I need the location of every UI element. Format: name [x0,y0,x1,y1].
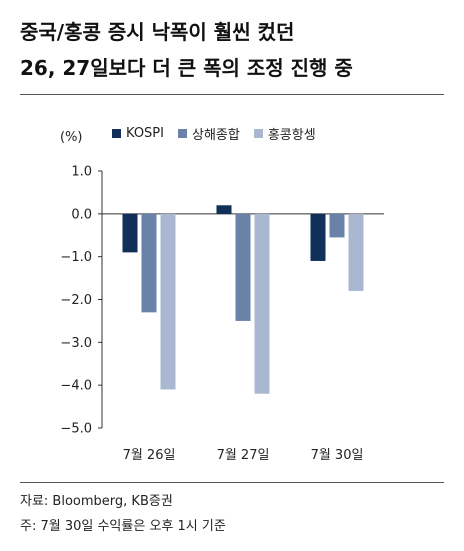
title-line-2: 26, 27일보다 더 큰 폭의 조정 진행 중 [20,56,353,80]
bar-shanghai-1 [141,213,157,313]
bar-chart: 1.0 0.0 −1.0 −2.0 −3.0 −4.0 −5.0 7월 26일 7월 27일 7월… [60,165,384,463]
x-category-label: 7월 30일 [311,448,364,463]
legend-swatch-hangseng [253,129,263,138]
footnote: 주: 7월 30일 수익률은 오후 1시 기준 [20,519,226,534]
chart-legend: KOSPI 상해종합 홍콩항셍 [112,124,316,143]
source-note: 자료: Bloomberg, KB증권 [20,494,173,509]
bar-shanghai-3 [329,213,345,238]
legend-label-hangseng: 홍콩항셍 [267,128,316,143]
legend-item-shanghai: 상해종합 [177,124,240,143]
bar-shanghai-2 [235,213,251,321]
y-tick-label: −4.0 [60,379,92,394]
y-tick-label: 1.0 [71,165,92,180]
legend-swatch-kospi [112,129,121,138]
bar-kospi-2 [216,205,232,214]
y-tick-label: −2.0 [60,293,92,308]
y-tick-label: −1.0 [60,250,92,265]
bar-kospi-3 [310,213,326,261]
y-tick-label: −5.0 [60,422,92,437]
bar-hangseng-1 [160,213,176,390]
bar-hangseng-3 [348,213,364,291]
y-tick-label: −3.0 [60,336,92,351]
bar-kospi-1 [122,213,138,253]
bar-hangseng-2 [254,213,270,394]
y-tick-label: 0.0 [71,207,92,222]
y-axis-unit-label: (%) [60,130,83,145]
legend-label-kospi: KOSPI [126,126,164,141]
title-line-1: 중국/홍콩 증시 낙폭이 훨씬 컸던 [20,20,295,44]
x-category-label: 7월 26일 [123,448,176,463]
footer-divider [20,482,444,483]
legend-item-kospi: KOSPI [112,124,164,143]
legend-item-hangseng: 홍콩항셍 [253,124,316,143]
chart-title: 중국/홍콩 증시 낙폭이 훨씬 컸던 26, 27일보다 더 큰 폭의 조정 진… [20,14,450,86]
legend-label-shanghai: 상해종합 [191,128,240,143]
x-category-label: 7월 27일 [217,448,270,463]
legend-swatch-shanghai [177,129,187,138]
title-divider [20,94,444,95]
